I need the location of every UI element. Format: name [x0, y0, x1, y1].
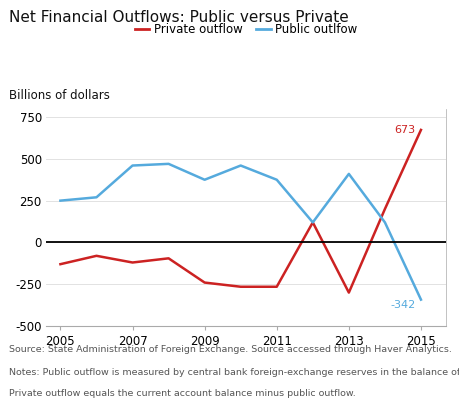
Text: Notes: Public outflow is measured by central bank foreign-exchange reserves in t: Notes: Public outflow is measured by cen… — [9, 368, 459, 377]
Legend: Private outflow, Public outlfow: Private outflow, Public outlfow — [134, 23, 357, 36]
Text: -342: -342 — [389, 300, 414, 310]
Text: 673: 673 — [393, 125, 414, 135]
Text: Private outflow equals the current account balance minus public outflow.: Private outflow equals the current accou… — [9, 389, 355, 398]
Text: Net Financial Outflows: Public versus Private: Net Financial Outflows: Public versus Pr… — [9, 10, 348, 25]
Text: Source: State Administration of Foreign Exchange. Source accessed through Haver : Source: State Administration of Foreign … — [9, 345, 451, 354]
Text: Billions of dollars: Billions of dollars — [9, 89, 110, 102]
